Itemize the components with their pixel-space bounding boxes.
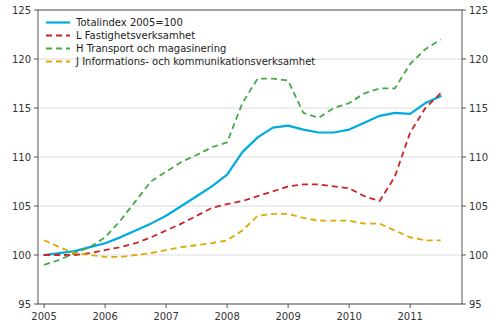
y-tick (34, 206, 38, 207)
grid-line (38, 206, 462, 207)
y-tick-label: 100 (12, 250, 31, 261)
plot-frame (38, 10, 462, 304)
y-tick-label-right: 95 (469, 299, 482, 310)
grid (38, 10, 462, 304)
y-tick-label-right: 100 (469, 250, 488, 261)
grid-line (38, 108, 462, 109)
x-tick-label: 2008 (214, 311, 239, 322)
y-tick (34, 10, 38, 11)
x-tick-label: 2006 (92, 311, 117, 322)
y-tick-label: 120 (12, 54, 31, 65)
x-tick-label: 2005 (31, 311, 56, 322)
x-tick (44, 304, 45, 308)
x-tick-label: 2011 (397, 311, 422, 322)
y-tick-label: 110 (12, 152, 31, 163)
y-tick-right (462, 157, 466, 158)
y-tick (34, 59, 38, 60)
y-tick-label-right: 105 (469, 201, 488, 212)
x-tick (227, 304, 228, 308)
y-tick-right (462, 304, 466, 305)
x-tick (166, 304, 167, 308)
y-tick (34, 255, 38, 256)
chart: 2005 2006 2007 2008 2009 2010 2011 95 95 100 100 10… (0, 0, 500, 330)
x-tick-label: 2007 (153, 311, 178, 322)
y-tick-label: 105 (12, 201, 31, 212)
legend: Totalindex 2005=100 L Fastighetsverksamhe… (46, 17, 315, 67)
y-tick-label: 125 (12, 5, 31, 16)
legend-label: J Informations- och kommunikationsverksa… (75, 56, 315, 67)
series-line (44, 214, 441, 257)
series-lines (44, 39, 441, 264)
x-tick (349, 304, 350, 308)
grid-line (38, 255, 462, 256)
y-tick-label-right: 125 (469, 5, 488, 16)
legend-swatch (46, 35, 70, 37)
grid-line (38, 157, 462, 158)
y-tick-label: 115 (12, 103, 31, 114)
x-tick (410, 304, 411, 308)
y-tick-right (462, 255, 466, 256)
y-tick-right (462, 108, 466, 109)
legend-swatch (46, 48, 70, 50)
y-tick-label-right: 120 (469, 54, 488, 65)
series-line (44, 39, 441, 264)
legend-label: H Transport och magasinering (76, 43, 226, 54)
legend-label: L Fastighetsverksamhet (76, 30, 195, 41)
y-tick (34, 108, 38, 109)
x-tick (288, 304, 289, 308)
legend-swatch (46, 21, 70, 23)
x-tick-label: 2009 (275, 311, 300, 322)
x-tick-label: 2010 (336, 311, 361, 322)
y-tick-label-right: 115 (469, 103, 488, 114)
y-tick-label: 95 (18, 299, 31, 310)
legend-swatch (46, 61, 70, 63)
y-tick (34, 157, 38, 158)
y-tick-right (462, 206, 466, 207)
x-tick (105, 304, 106, 308)
y-tick-right (462, 59, 466, 60)
axes: 2005 2006 2007 2008 2009 2010 2011 95 95 100 100 10… (12, 5, 488, 323)
y-tick-label-right: 110 (469, 152, 488, 163)
y-tick-right (462, 10, 466, 11)
y-tick (34, 304, 38, 305)
legend-label: Totalindex 2005=100 (75, 17, 183, 28)
